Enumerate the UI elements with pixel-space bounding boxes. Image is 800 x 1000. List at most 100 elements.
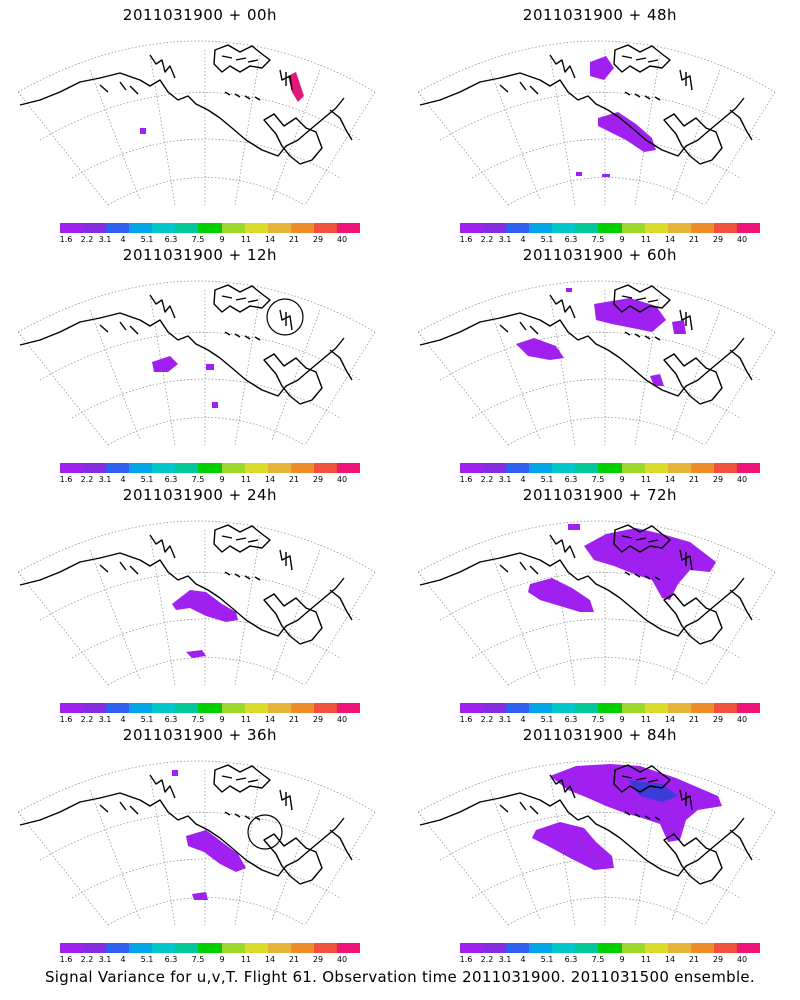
color-scale-label: 1.6: [459, 715, 473, 724]
color-scale-segment: [152, 223, 176, 233]
color-scale-segment: [221, 703, 245, 713]
color-scale-label: 3.1: [498, 235, 512, 244]
color-scale-segment: [83, 703, 107, 713]
polar-map: [417, 280, 776, 446]
color-scale-segment: [129, 943, 153, 953]
color-scale-label: 5.1: [540, 715, 554, 724]
color-scale-segment: [506, 223, 530, 233]
color-scale-segment: [83, 463, 107, 473]
color-scale-label: 29: [712, 475, 724, 484]
color-scale-segment: [336, 463, 361, 473]
color-scale-label: 4: [120, 715, 126, 724]
color-scale-label: 7.5: [191, 955, 205, 964]
variance-region: [550, 764, 722, 842]
color-scale-segment: [736, 223, 761, 233]
color-scale-segment: [460, 703, 484, 713]
color-scale-segment: [244, 463, 268, 473]
color-scale-label: 14: [264, 475, 276, 484]
color-scale-segment: [244, 703, 268, 713]
color-scale-segment: [60, 703, 84, 713]
color-scale-label: 40: [336, 475, 348, 484]
color-scale-segment: [460, 463, 484, 473]
color-scale-label: 14: [264, 955, 276, 964]
color-scale-label: 1.6: [59, 955, 73, 964]
color-scale-segment: [621, 703, 645, 713]
color-scale-label: 29: [312, 715, 324, 724]
color-scale-label: 5.1: [540, 475, 554, 484]
color-scale-segment: [506, 463, 530, 473]
color-scale-bar: [460, 463, 761, 473]
color-scale-segment: [267, 943, 291, 953]
coastline: [419, 524, 753, 645]
variance-region: [172, 590, 238, 622]
color-scale-bar: [60, 943, 361, 953]
color-scale-bar: [460, 223, 761, 233]
color-scale-bar: [60, 463, 361, 473]
color-scale-label: 11: [240, 475, 252, 484]
color-scale-label: 2.2: [80, 235, 94, 244]
color-scale-label: 2.2: [480, 475, 494, 484]
color-scale-segment: [60, 223, 84, 233]
variance-region: [288, 72, 304, 102]
lat-lon-grid: [17, 520, 376, 686]
observation-circle: [247, 814, 283, 850]
color-scale-bar: [460, 943, 761, 953]
color-scale-label: 11: [240, 235, 252, 244]
color-scale-segment: [667, 463, 691, 473]
variance-region: [516, 338, 564, 360]
color-scale-segment: [267, 703, 291, 713]
coastline: [19, 524, 353, 645]
color-scale-label: 21: [688, 235, 700, 244]
color-scale-label: 1.6: [459, 955, 473, 964]
color-scale-labels: 1.6 2.2 3.1 4 5.1 6.3 7.5 9 11 14 21 29 40: [460, 715, 760, 725]
color-scale-label: 14: [664, 715, 676, 724]
color-scale-label: 1.6: [459, 235, 473, 244]
color-scale-label: 7.5: [191, 235, 205, 244]
color-scale-segment: [713, 943, 737, 953]
variance-regions: [516, 288, 686, 386]
color-scale-label: 14: [664, 475, 676, 484]
color-scale-segment: [736, 463, 761, 473]
panel-title: 2011031900 + 72h: [522, 486, 678, 504]
color-scale-segment: [529, 463, 553, 473]
color-scale-label: 6.3: [564, 715, 578, 724]
polar-map: [417, 40, 776, 206]
polar-map: [17, 520, 376, 686]
color-scale-segment: [575, 463, 599, 473]
color-scale-segment: [267, 223, 291, 233]
color-scale-label: 4: [520, 475, 526, 484]
color-scale-segment: [644, 943, 668, 953]
color-scale-segment: [198, 463, 222, 473]
color-scale-segment: [598, 703, 622, 713]
color-scale-label: 4: [120, 235, 126, 244]
color-scale-segment: [713, 463, 737, 473]
color-scale-label: 4: [520, 715, 526, 724]
color-scale-label: 2.2: [480, 235, 494, 244]
color-scale-label: 40: [736, 715, 748, 724]
variance-region: [584, 528, 716, 600]
color-scale-segment: [690, 223, 714, 233]
color-scale-segment: [336, 223, 361, 233]
variance-region: [566, 288, 572, 292]
color-scale-segment: [60, 463, 84, 473]
color-scale-labels: 1.6 2.2 3.1 4 5.1 6.3 7.5 9 11 14 21 29 40: [60, 235, 360, 245]
variance-region: [672, 320, 686, 334]
panel-title: 2011031900 + 12h: [122, 246, 278, 264]
color-scale-labels: 1.6 2.2 3.1 4 5.1 6.3 7.5 9 11 14 21 29 40: [460, 475, 760, 485]
color-scale-segment: [106, 943, 130, 953]
color-scale-label: 3.1: [98, 955, 112, 964]
variance-region: [576, 172, 582, 176]
color-scale-label: 7.5: [191, 475, 205, 484]
color-scale-label: 2.2: [80, 955, 94, 964]
color-scale-segment: [506, 703, 530, 713]
lat-lon-grid: [17, 40, 376, 206]
color-scale-segment: [313, 703, 337, 713]
color-scale-segment: [667, 943, 691, 953]
color-scale-segment: [221, 943, 245, 953]
color-scale-label: 5.1: [140, 715, 154, 724]
color-scale-label: 9: [619, 475, 625, 484]
color-scale-label: 40: [336, 235, 348, 244]
color-scale-label: 5.1: [140, 475, 154, 484]
color-scale-segment: [690, 463, 714, 473]
color-scale-label: 14: [264, 715, 276, 724]
